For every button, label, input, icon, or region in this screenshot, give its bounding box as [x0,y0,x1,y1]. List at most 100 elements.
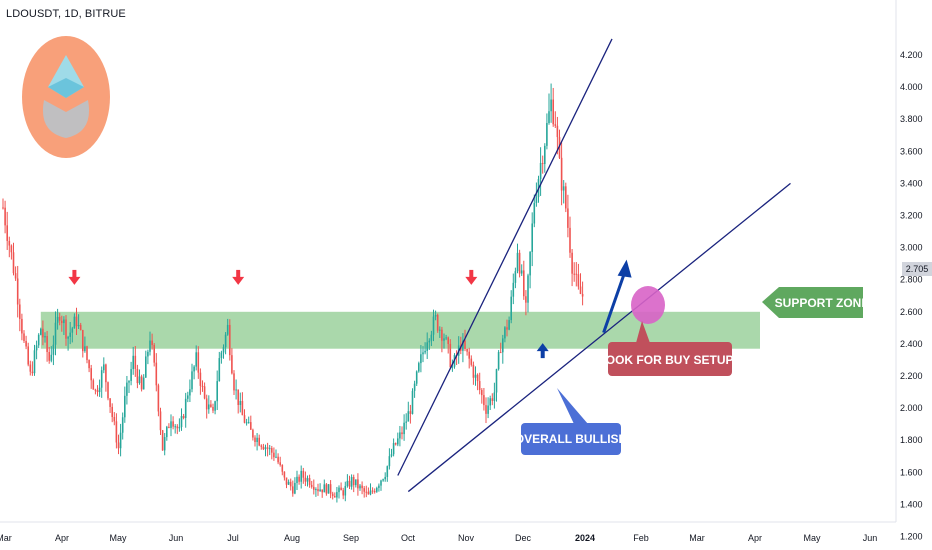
candle-body [541,162,544,165]
x-tick-label: Mar [689,533,705,543]
candle-body [474,374,477,378]
candle-body [105,364,107,383]
candle-body [29,364,32,372]
candle-body [380,480,382,486]
lido-logo [22,36,110,158]
candle-body [88,360,90,369]
candle-body [399,432,401,439]
x-tick-label: Oct [401,533,416,543]
candle-body [313,486,315,490]
candle-body [376,487,378,492]
candle-body [157,385,160,412]
y-tick-label: 4.200 [900,50,923,60]
candle-body [111,406,113,417]
candles [2,83,584,503]
focus-ellipse [631,286,665,324]
x-tick-label: Dec [515,533,532,543]
candle-body [132,355,134,370]
candle-body [579,286,582,294]
candle-body [214,401,216,411]
target-arrow-shaft [602,272,627,334]
candle-body [544,145,546,165]
candle-body [464,340,466,349]
candle-body [121,417,124,433]
candle-body [283,471,286,478]
down-arrow-shaft [72,269,77,278]
candle-body [357,479,359,489]
support-zone-label: SUPPORT ZONE [775,296,870,310]
candle-body [27,346,29,365]
up-arrow-head [536,343,549,352]
candle-body [241,400,244,416]
y-tick-label: 2.000 [900,403,923,413]
candle-body [237,389,239,405]
trendline [397,38,613,476]
candle-body [315,489,317,491]
candle-body [407,411,410,422]
candle-body [470,358,473,365]
candle-body [319,489,321,492]
candle-body [546,123,548,146]
candle-body [520,270,523,274]
candle-body [113,416,116,422]
candle-body [191,371,193,390]
candle-body [182,416,185,418]
candle-body [69,332,71,337]
candle-body [67,336,69,339]
candle-body [466,348,468,352]
x-tick-label: Feb [633,533,649,543]
candle-body [187,395,189,399]
trendline [407,182,791,493]
candle-body [308,478,311,485]
x-tick-label: Mar [0,533,12,543]
candle-body [436,314,439,331]
candle-body [317,489,319,492]
buy-setups-label: LOOK FOR BUY SETUPS [598,353,741,367]
candle-body [84,346,86,352]
candle-body [48,351,50,361]
candle-body [386,466,389,477]
y-tick-label: 3.400 [900,178,923,188]
candle-body [468,351,470,359]
candle-body [342,490,344,496]
buy-setups-callout: LOOK FOR BUY SETUPS [598,321,742,376]
candle-body [260,445,263,447]
candle-body [231,355,233,374]
candle-body [413,383,416,391]
candle-body [516,252,519,272]
candle-body [203,386,206,399]
candle-body [166,426,168,438]
candle-body [193,366,195,372]
candle-body [462,340,464,351]
candle-body [518,252,521,274]
candle-body [128,380,130,383]
candle-body [142,377,145,390]
overall-bullish-box [521,423,621,455]
y-tick-label: 2.400 [900,339,923,349]
candle-body [250,422,252,430]
candle-body [222,347,225,353]
down-arrow-shaft [236,269,241,278]
candle-body [556,125,559,138]
candle-body [302,470,305,478]
candle-body [134,355,137,369]
candle-body [109,398,111,407]
candle-body [37,334,40,346]
candle-body [499,352,502,354]
candle-body [348,480,351,487]
candle-body [569,227,571,253]
candle-body [153,345,155,363]
candle-body [373,491,376,493]
candle-body [422,352,424,355]
candle-body [292,486,294,494]
down-arrow-shaft [469,269,474,278]
candle-body [168,426,170,428]
candle-body [25,340,27,347]
candle-body [409,411,412,414]
candle-body [352,477,355,486]
candle-body [79,324,82,331]
candle-body [449,343,452,368]
candle-body [325,484,328,494]
candle-body [136,368,139,384]
